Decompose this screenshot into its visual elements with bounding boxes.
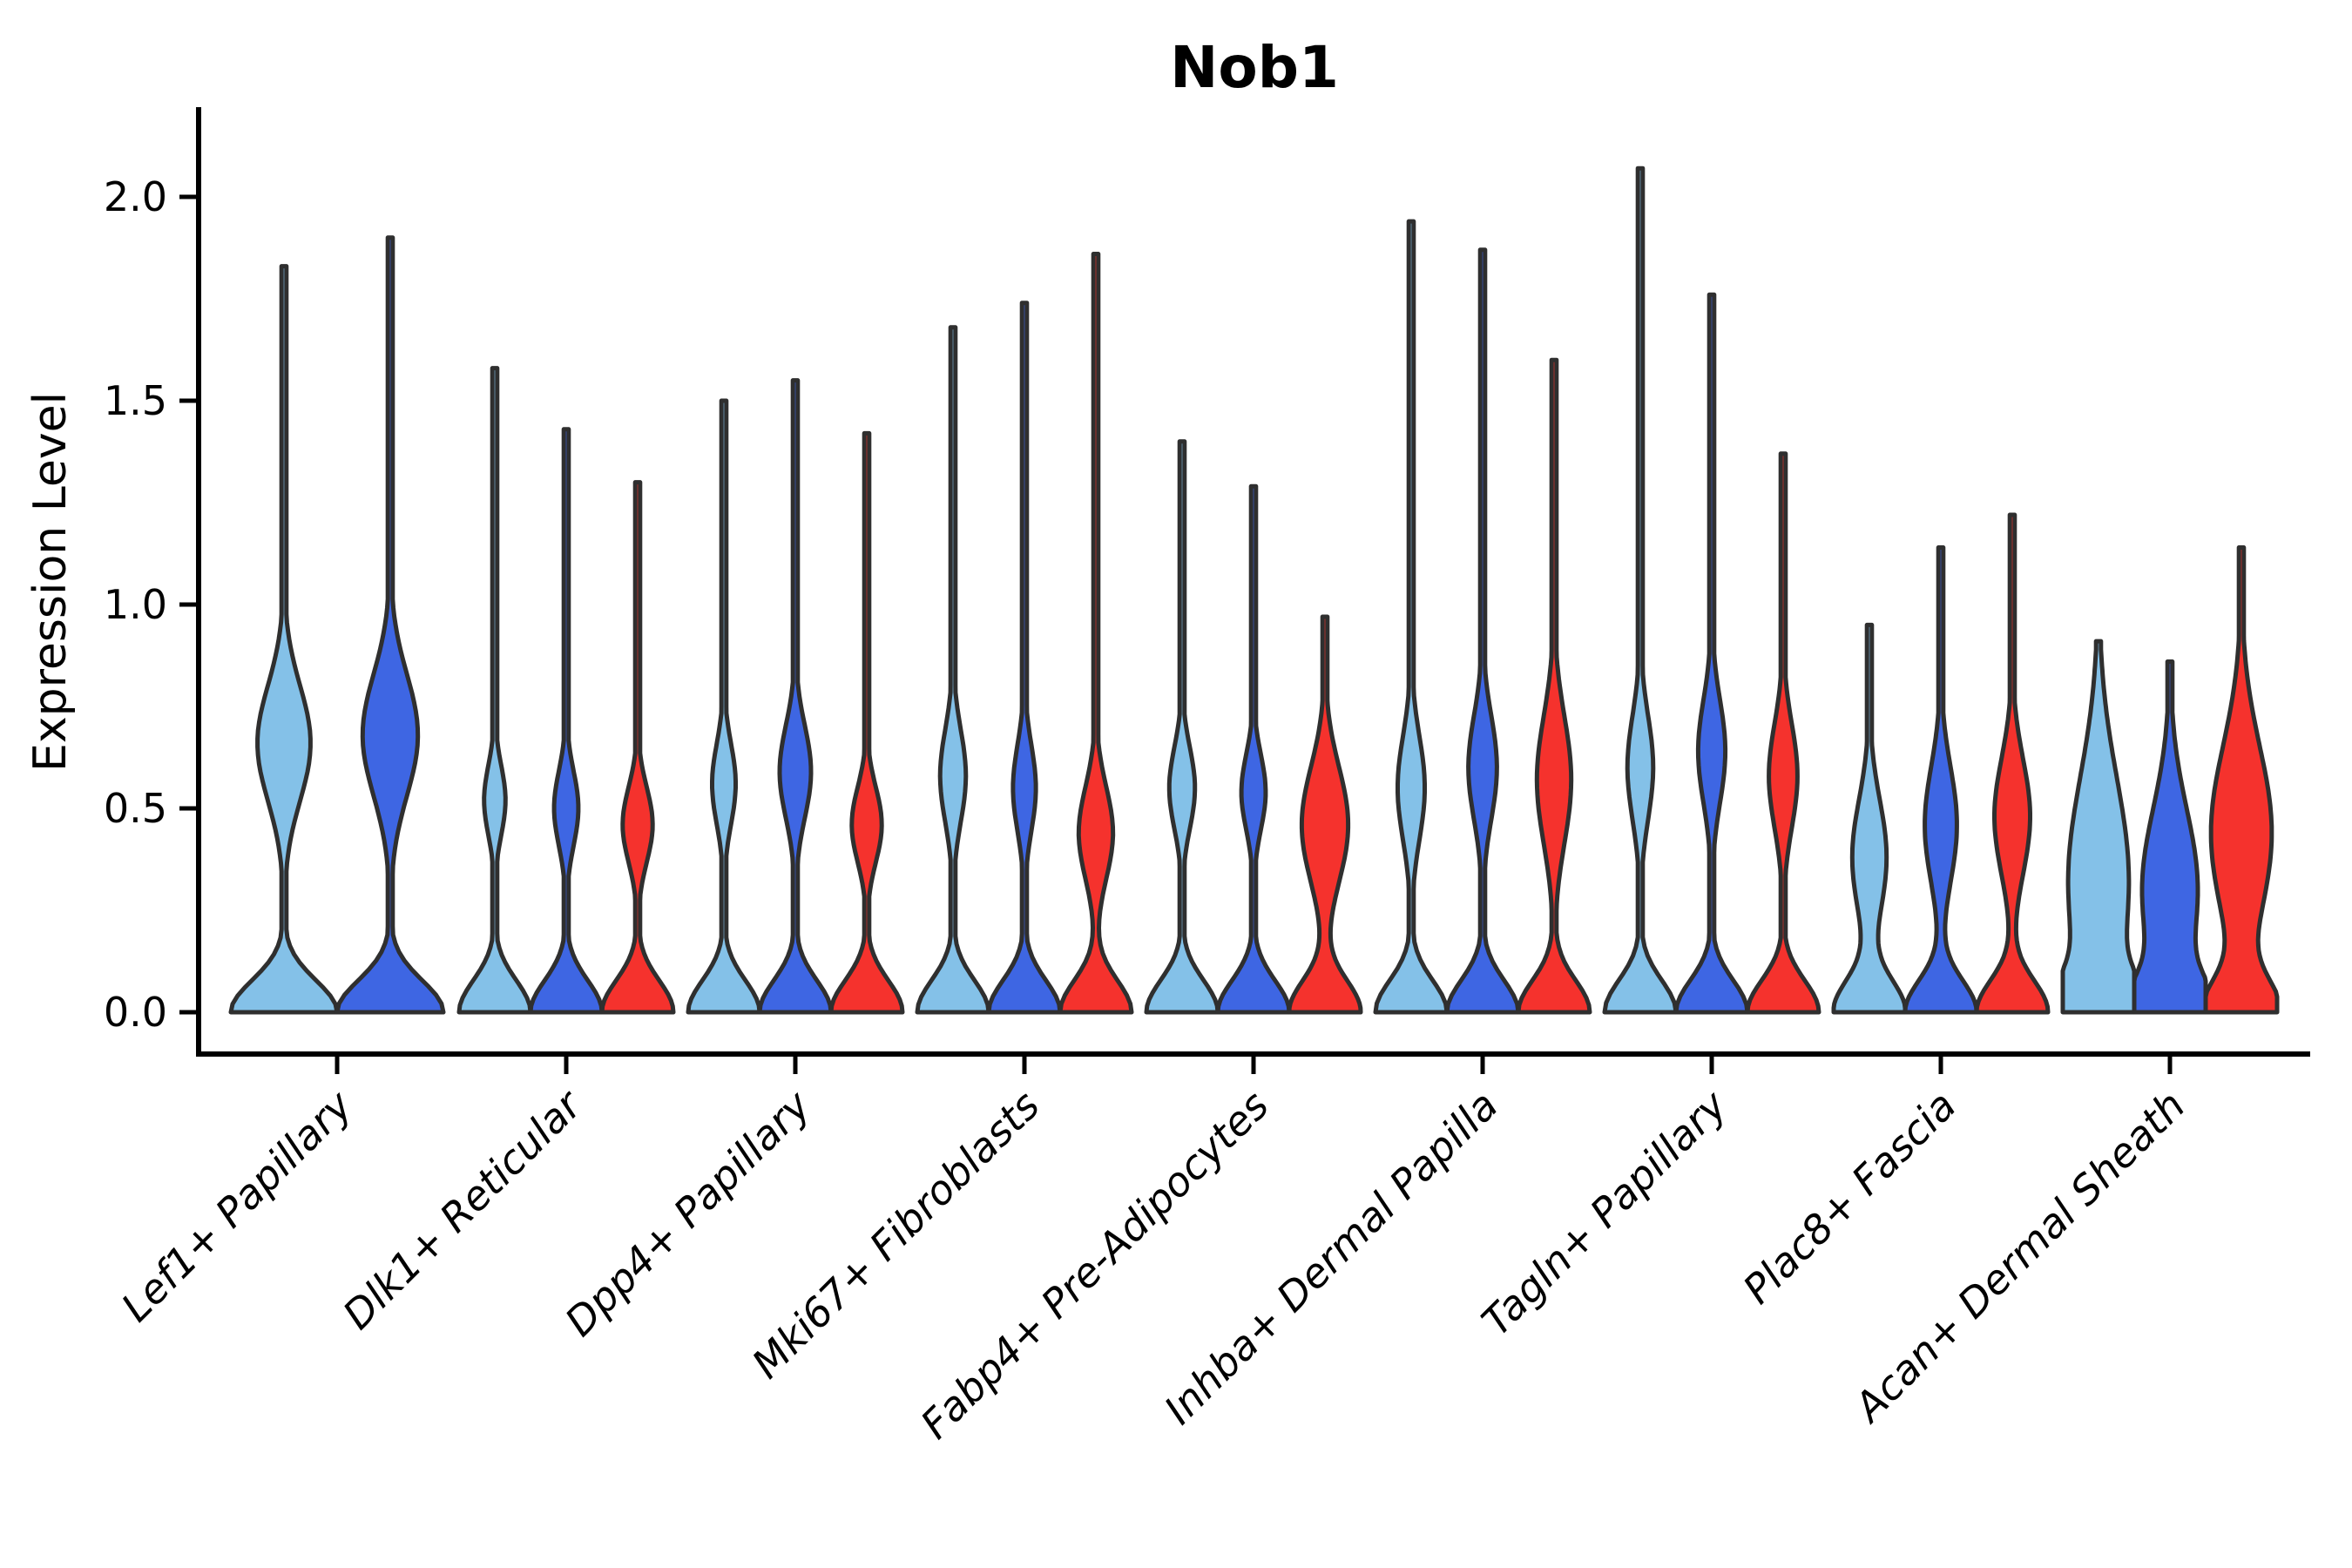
x-tick-label-dpp4-papillary: Dpp4+ Papillary xyxy=(556,1081,820,1345)
violin-acan-dermal-sheath-dark-blue xyxy=(2132,659,2208,1015)
y-tick-label: 1.5 xyxy=(104,377,167,424)
violin-inhba-dermal-papilla-red xyxy=(1516,357,1592,1015)
violin-inhba-dermal-papilla-dark-blue xyxy=(1444,247,1521,1015)
violin-dlk1-reticular-dark-blue xyxy=(528,427,605,1015)
violin-tagln-papillary-light-blue xyxy=(1602,166,1679,1015)
violin-mki67-fibroblasts-red xyxy=(1058,252,1134,1015)
violin-dpp4-papillary-red xyxy=(828,430,905,1015)
y-tick-label: 1.0 xyxy=(104,581,167,628)
violin-dpp4-papillary-light-blue xyxy=(686,398,762,1015)
violin-tagln-papillary-red xyxy=(1745,451,1821,1015)
violin-acan-dermal-sheath-light-blue xyxy=(2060,639,2137,1015)
violin-inhba-dermal-papilla-light-blue xyxy=(1373,219,1450,1015)
violin-fabp4-pre-adipocytes-light-blue xyxy=(1144,439,1220,1015)
violin-acan-dermal-sheath-red xyxy=(2203,545,2280,1015)
y-tick-label: 0.5 xyxy=(104,785,167,832)
violin-dlk1-reticular-red xyxy=(599,480,676,1015)
violin-fabp4-pre-adipocytes-dark-blue xyxy=(1215,483,1292,1015)
y-tick-label: 0.0 xyxy=(104,989,167,1036)
x-tick-label-tagln-papillary: Tagln+ Papillary xyxy=(1472,1081,1736,1345)
violin-plac8-fascia-dark-blue xyxy=(1903,545,1979,1015)
violin-dpp4-papillary-dark-blue xyxy=(757,378,834,1015)
x-tick-label-lef1-papillary: Lef1+ Papillary xyxy=(112,1081,362,1330)
violin-mki67-fibroblasts-light-blue xyxy=(915,325,991,1015)
violin-mki67-fibroblasts-dark-blue xyxy=(986,301,1063,1015)
x-tick-label-dlk1-reticular: Dlk1+ Reticular xyxy=(334,1079,592,1338)
violin-plac8-fascia-light-blue xyxy=(1831,622,1908,1015)
x-tick-label-plac8-fascia: Plac8+ Fascia xyxy=(1734,1082,1964,1313)
y-axis-label: Expression Level xyxy=(24,392,77,772)
violin-plac8-fascia-red xyxy=(1974,512,2051,1015)
violin-lef1-papillary-dark-blue xyxy=(335,235,446,1015)
y-tick-label: 2.0 xyxy=(104,173,167,220)
violin-dlk1-reticular-light-blue xyxy=(456,366,533,1015)
violin-tagln-papillary-dark-blue xyxy=(1673,292,1750,1015)
violin-fabp4-pre-adipocytes-red xyxy=(1287,614,1363,1015)
chart-title: Nob1 xyxy=(1170,34,1339,101)
violin-lef1-papillary-light-blue xyxy=(228,264,340,1015)
